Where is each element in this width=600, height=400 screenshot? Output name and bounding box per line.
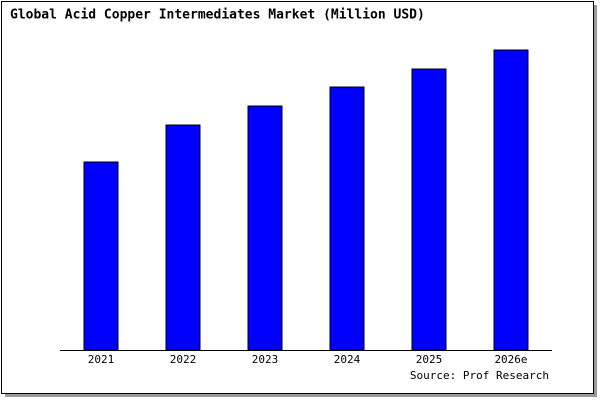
chart-title: Global Acid Copper Intermediates Market … [10, 8, 425, 23]
bar [411, 68, 447, 351]
x-tick-label: 2023 [252, 353, 279, 366]
x-tick-label: 2022 [170, 353, 197, 366]
bar [493, 49, 529, 351]
bar [165, 124, 201, 351]
x-tick-label: 2025 [416, 353, 443, 366]
x-tick-label: 2021 [88, 353, 115, 366]
bar [83, 161, 119, 351]
x-tick-label: 2024 [334, 353, 361, 366]
bar [329, 86, 365, 351]
bar [247, 105, 283, 351]
source-note: Source: Prof Research [410, 369, 549, 382]
x-tick-label: 2026e [494, 353, 527, 366]
